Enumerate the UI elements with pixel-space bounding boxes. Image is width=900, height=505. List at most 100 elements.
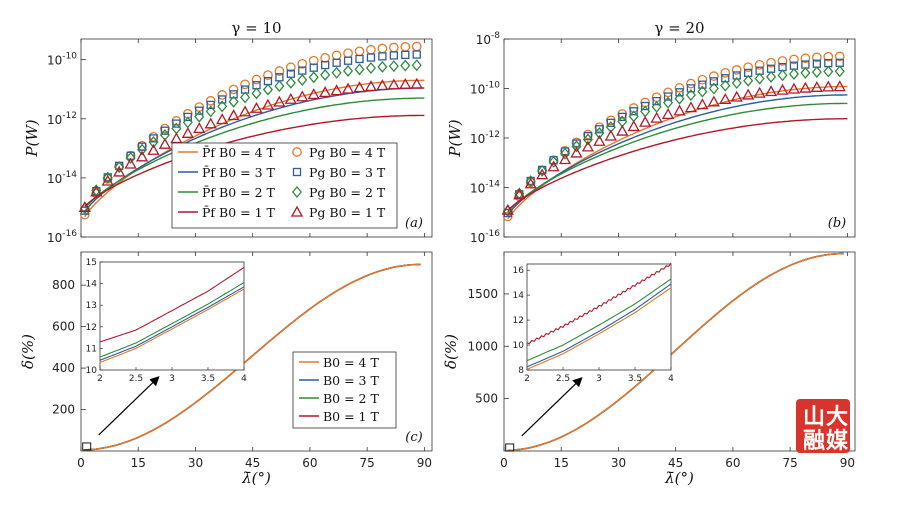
panel-a-ytick-label-3: 10-10 (47, 52, 77, 68)
panel-a-marker-1-11 (206, 100, 215, 110)
panel-c-inset-ytick-label-3: 13 (86, 301, 97, 311)
panel-b-marker-2-4 (548, 155, 559, 168)
panel-b-marker-2-18 (708, 82, 719, 95)
legend-a-marker-0 (292, 147, 302, 157)
panel-a-marker-3-10 (193, 122, 206, 134)
panel-d-zoom-arrow (521, 377, 583, 437)
panel-b-marker-2-5 (559, 147, 571, 160)
panel-c-inset-ytick-label-2: 12 (86, 323, 97, 333)
legend-a-label-marker-2: Pg B0 = 2 T (309, 185, 386, 200)
panel-b-marker-0-25 (789, 54, 799, 65)
panel-b-marker-3-23 (764, 85, 778, 97)
panel-d-frame (503, 251, 856, 452)
panel-b-marker-0-17 (697, 74, 708, 85)
panel-c-xtick-label-6: 90 (417, 456, 432, 470)
panel-b-marker-2-15 (674, 92, 685, 105)
panel-c-inset-curve-B2 (99, 282, 245, 358)
panel-a-marker-1-5 (137, 142, 147, 151)
panel-b-marker-0-26 (800, 53, 811, 64)
panel-b-marker-2-22 (754, 72, 765, 85)
panel-a-marker-0-25 (366, 44, 376, 55)
panel-d-zoom-box (505, 443, 515, 452)
panel-c-inset-xtick-label-3: 3.5 (201, 374, 215, 384)
legend-a-label-marker-3: Pg B0 = 1 T (309, 205, 386, 220)
panel-b-marker-3-26 (799, 81, 812, 93)
logo-char-1: 山 (803, 405, 825, 430)
panel-b-marker-0-27 (811, 52, 822, 63)
panel-a-ytick-label-0: 10-16 (47, 229, 77, 245)
panel-c-frame (80, 251, 433, 452)
panel-b-marker-1-15 (675, 88, 684, 97)
panel-b-marker-3-5 (558, 153, 572, 165)
panel-a-marker-2-21 (320, 68, 331, 81)
panel-d-inset-curve-B1 (526, 262, 672, 345)
panel-b-marker-3-13 (650, 111, 663, 123)
panel-a-marker-1-12 (218, 95, 227, 104)
panel-b-marker-2-21 (743, 74, 754, 87)
panel-a-marker-3-26 (376, 79, 389, 91)
panel-b-marker-2-28 (823, 65, 834, 78)
legend-a-marker-1 (292, 167, 302, 177)
panel-a-marker-2-17 (274, 80, 285, 93)
panel-a-marker-3-25 (364, 80, 378, 92)
panel-a-marker-0-27 (388, 42, 399, 53)
panel-a-marker-3-6 (147, 143, 160, 155)
panel-c-inset-curve-B3 (99, 286, 245, 361)
panel-a-marker-1-10 (195, 106, 204, 115)
panel-d-inset-ytick-label-4: 16 (513, 266, 525, 276)
panel-b-marker-3-7 (581, 140, 595, 152)
panel-a-marker-2-2 (102, 171, 113, 184)
panel-c-xtick-label-0: 0 (77, 456, 85, 470)
legend-a-label-marker-0: Pg B0 = 4 T (309, 145, 386, 160)
logo-char-2: 大 (826, 405, 848, 430)
panel-a-marker-3-5 (135, 150, 149, 162)
panel-a-marker-2-5 (136, 143, 148, 156)
panel-b-marker-1-17 (698, 80, 707, 89)
panel-a-marker-0-6 (148, 132, 159, 142)
panel-c-xtick-label-1: 15 (131, 456, 146, 470)
panel-c-ytick-label-1: 400 (52, 361, 75, 375)
panel-a-marker-3-11 (204, 117, 217, 129)
panel-d-xtick-label-3: 45 (668, 456, 683, 470)
panel-c-xtick-label-5: 75 (360, 456, 375, 470)
panel-d-inset-curve-B3 (526, 283, 672, 368)
panel-a-marker-3-7 (158, 137, 172, 149)
panel-d-inset-curve-B2 (526, 278, 672, 362)
panel-d-inset-ytick-label-3: 14 (513, 291, 525, 301)
panel-b-marker-2-26 (800, 66, 811, 79)
panel-b-marker-1-16 (686, 84, 696, 93)
panel-a-marker-3-14 (238, 105, 252, 117)
panel-d-inset-xtick-label-4: 4 (668, 374, 674, 384)
legend-a-label-line-1: P̄f B0 = 3 T (202, 165, 275, 180)
panel-b-line-0 (507, 85, 848, 220)
panel-d-ytick-label-1: 1000 (467, 339, 498, 353)
panel-a-marker-2-13 (228, 95, 239, 108)
panel-a-marker-1-27 (389, 51, 398, 60)
panel-c-inset-frame (99, 261, 245, 371)
panel-d-xtick-label-6: 90 (840, 456, 855, 470)
panel-a-marker-2-28 (400, 59, 411, 72)
panel-a-marker-2-15 (251, 87, 262, 100)
panel-c-curve-B4 (84, 263, 421, 451)
panel-b-marker-0-0 (502, 211, 513, 222)
panel-c-zoom-arrow (98, 376, 160, 436)
panel-a-marker-3-15 (250, 101, 263, 113)
panel-c-inset-xtick-label-4: 4 (241, 374, 247, 384)
panel-b-marker-3-18 (707, 95, 720, 107)
panel-d-xtick-label-2: 30 (611, 456, 626, 470)
panel-a-marker-3-27 (387, 78, 400, 90)
panel-c-ytick-label-3: 800 (52, 278, 75, 292)
panel-a-marker-0-16 (263, 70, 273, 80)
legend-a-marker-3 (290, 205, 304, 217)
panel-b-marker-3-22 (753, 86, 766, 98)
panel-b-marker-0-28 (823, 51, 834, 62)
panel-a-marker-0-22 (331, 50, 342, 61)
panel-b-marker-3-25 (787, 82, 801, 94)
panel-b-marker-1-12 (641, 101, 650, 111)
panel-b-marker-1-9 (606, 118, 615, 128)
legend-a (171, 142, 398, 229)
panel-b-marker-2-2 (525, 175, 536, 188)
panel-b-title: γ = 20 (654, 19, 704, 37)
panel-a-marker-2-20 (308, 71, 319, 84)
